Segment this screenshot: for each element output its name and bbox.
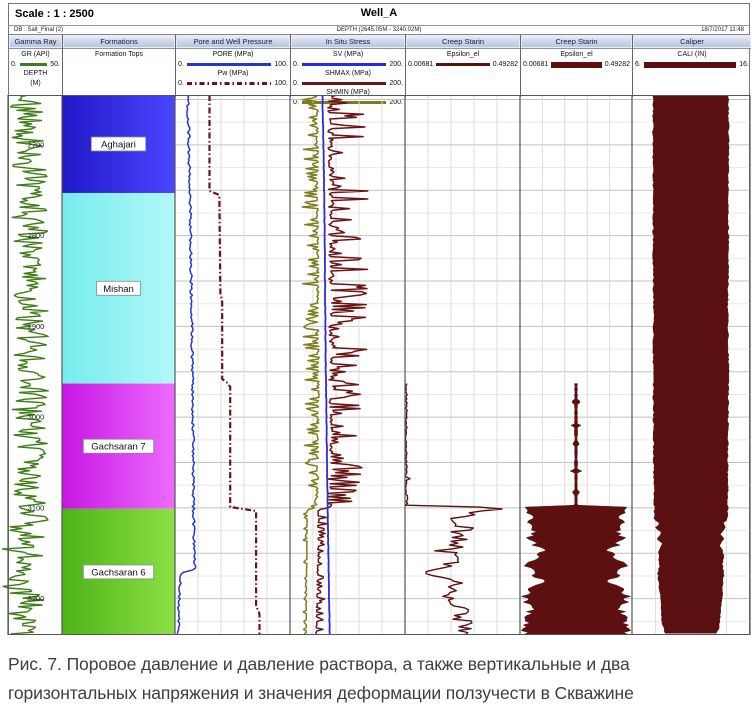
depth-tick-label: 2900 (28, 322, 45, 331)
scale-min: 0. (293, 80, 299, 87)
scale-max: 0.49282 (492, 61, 518, 68)
track-header-pore-pressure: Pore and Well Pressure PORE (MPa) 0. 100… (176, 35, 291, 97)
track-headers: Gamma Ray GR (API) 0. 50. DEPTH (M) Form… (9, 34, 751, 106)
track-title: Creep Starin (521, 35, 632, 49)
scale-max: 0.49282 (604, 61, 630, 68)
curve-name: SHMIN (MPa) (326, 89, 370, 96)
scale-min: 0.00681 (523, 61, 549, 68)
scale-max: 50. (50, 61, 60, 68)
scale-min: 6. (635, 61, 641, 68)
track-header-formations: Formations Formation Tops (63, 35, 176, 97)
shmax-curve-swatch-icon (301, 82, 387, 85)
track-header-in-situ-stress: In Situ Stress SV (MPa) 0. 200. SHMAX (M… (291, 35, 406, 106)
depth-tick-label: 3200 (28, 594, 45, 603)
depth-tick-label: 3000 (28, 413, 45, 422)
track-header-caliper: Caliper CALI (IN) 6. 16. (633, 35, 751, 97)
curve-name: PORE (MPa) (212, 51, 254, 58)
title-row: Scale : 1 : 2500 Well_A (9, 4, 749, 26)
pore-curve-swatch-icon (186, 63, 272, 66)
scale-max: 200. (389, 61, 403, 68)
track-title: Gamma Ray (9, 35, 62, 49)
track-title: Pore and Well Pressure (176, 35, 290, 49)
scale-min: 0. (178, 61, 184, 68)
subtitle-row: DB : Salt_Final (2) DEPTH (2645.05M - 32… (9, 26, 749, 35)
log-plot-canvas: 2700 2800 2900 3000 3100 3200 Aghajari Mishan Ga… (1, 95, 751, 635)
formation-label: Gachsaran 6 (91, 567, 145, 578)
datetime-label: 18/7/2017 11:48 (701, 27, 744, 33)
curve-name: GR (API) (21, 51, 50, 58)
scale-max: 100. (274, 80, 288, 87)
formation-label: Aghajari (101, 139, 136, 150)
formation-tops-label: Formation Tops (94, 51, 144, 58)
figure-caption: Рис. 7. Поровое давление и давление раст… (8, 650, 748, 708)
track-title: Creep Starin (406, 35, 520, 49)
scale-min: 0. (178, 80, 184, 87)
depth-tick-label: 2700 (28, 140, 45, 149)
scale-max: 100. (274, 61, 288, 68)
track-title: In Situ Stress (291, 35, 405, 49)
scale-min: 0. (293, 61, 299, 68)
epsilon-thick-swatch-icon (551, 61, 602, 68)
curve-name: CALI (IN) (677, 51, 707, 58)
well-name: Well_A (360, 7, 398, 19)
depth-range-label: DEPTH (2645.05M - 3240.02M) (336, 27, 422, 33)
depth-tick-label: 2800 (28, 231, 45, 240)
track-header-creep-strain-1: Creep Starin Epsilon_el 0.00681 0.49282 (406, 35, 521, 97)
curve-name: Pw (MPa) (217, 70, 249, 77)
scale-max: 16. (739, 61, 749, 68)
scale-label: Scale : 1 : 2500 (15, 8, 94, 20)
sv-curve-swatch-icon (301, 63, 387, 66)
depth-tick-label: 3100 (28, 503, 45, 512)
track-title: Formations (63, 35, 175, 49)
pw-curve-swatch-icon (186, 82, 272, 85)
epsilon-curve-swatch-icon (436, 63, 490, 66)
track-header-creep-strain-2: Creep Starin Epsilon_el 0.00681 0.49282 (521, 35, 633, 97)
scale-max: 200. (389, 99, 403, 106)
scale-min: 0. (11, 61, 17, 68)
curve-name: Epsilon_el (560, 51, 593, 58)
depth-label: DEPTH (23, 70, 48, 77)
caption-line-2: горизонтальных напряжения и значения деф… (8, 683, 634, 703)
caption-line-1: Рис. 7. Поровое давление и давление раст… (8, 654, 630, 674)
track-title: Caliper (633, 35, 751, 49)
gr-curve-swatch-icon (19, 63, 48, 66)
database-label: DB : Salt_Final (2) (14, 27, 64, 33)
scale-max: 200. (389, 80, 403, 87)
cali-curve-swatch-icon (643, 61, 737, 68)
curve-name: SV (MPa) (332, 51, 364, 58)
curve-name: Epsilon_el (446, 51, 480, 58)
scale-min: 0. (293, 99, 299, 106)
curve-name: SHMAX (MPa) (325, 70, 371, 77)
formation-label: Mishan (103, 284, 134, 295)
scale-min: 0.00681 (408, 61, 434, 68)
depth-units-label: (M) (30, 80, 41, 87)
plot-title-bar: Scale : 1 : 2500 Well_A DB : Salt_Final … (9, 4, 749, 34)
formation-label: Gachsaran 7 (91, 442, 145, 453)
track-header-gamma-ray: Gamma Ray GR (API) 0. 50. DEPTH (M) (9, 35, 63, 97)
